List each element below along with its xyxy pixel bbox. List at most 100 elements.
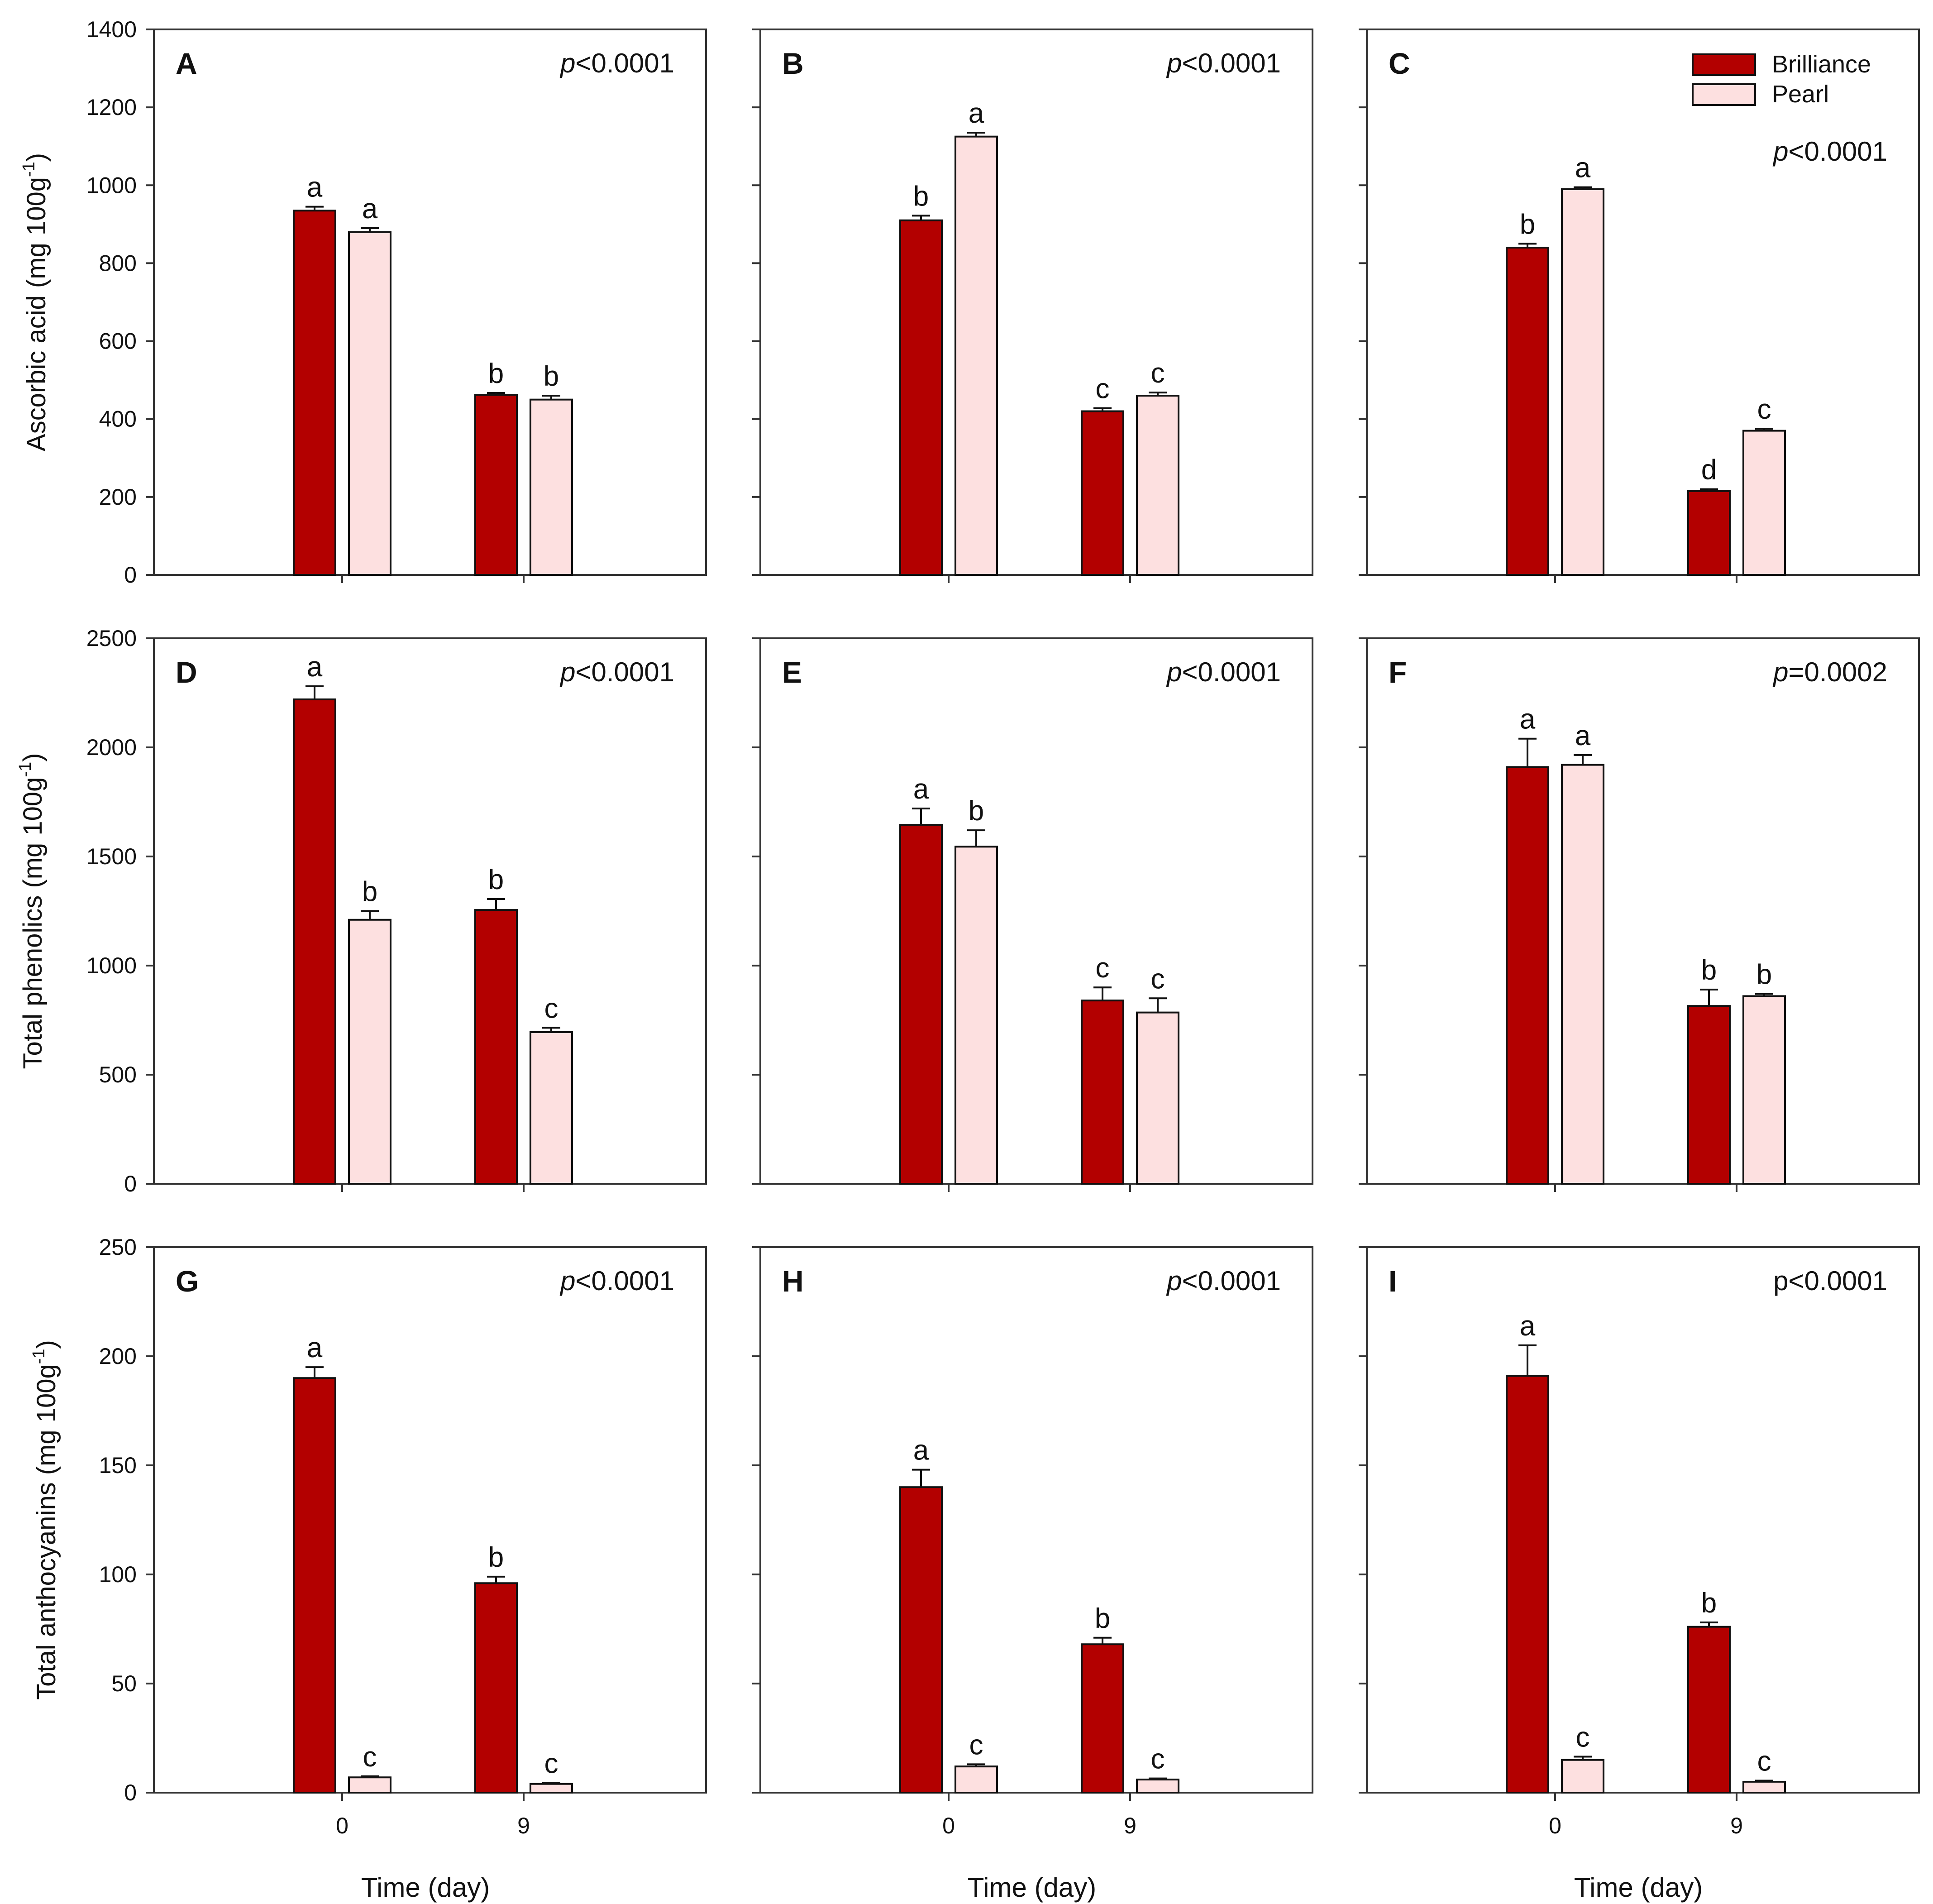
- bar-pearl-day-0: [955, 846, 998, 1185]
- panel-letter: A: [176, 47, 197, 80]
- p-value-text: <0.0001: [1182, 657, 1281, 687]
- bar-brilliance-day-0: [1506, 247, 1549, 576]
- p-value: p<0.0001: [1772, 136, 1887, 167]
- bar-brilliance-day-0: [899, 1486, 943, 1794]
- significance-letter: c: [1576, 1722, 1590, 1753]
- legend-label-brilliance: Brilliance: [1772, 51, 1871, 78]
- panel-letter: I: [1389, 1264, 1397, 1298]
- plot-frame: [153, 1246, 707, 1794]
- p-value-text: p<0.0001: [1773, 1266, 1887, 1296]
- panel-e: a c b c E p<0.0001: [752, 637, 1313, 1192]
- y-tick-label: 0: [124, 1780, 137, 1805]
- y-axis-labels: Ascorbic acid (mg 100g-1) Total phenolics…: [16, 153, 61, 1700]
- bar-pearl-day-9: [530, 1031, 573, 1185]
- significance-letter: c: [1151, 1744, 1165, 1775]
- y-tick-label: 0: [124, 1171, 137, 1196]
- significance-letter: a: [913, 774, 929, 805]
- significance-letter: c: [544, 1748, 558, 1779]
- y-tick-label: 2500: [86, 626, 137, 651]
- bar-brilliance-day-0: [293, 698, 336, 1185]
- significance-letter: c: [1096, 373, 1110, 405]
- bar-brilliance-day-0: [293, 1377, 336, 1794]
- p-value: p<0.0001: [1166, 1266, 1281, 1296]
- bar-pearl-day-0: [348, 919, 391, 1185]
- bar-brilliance-day-9: [1687, 1626, 1731, 1794]
- panel-g: 0 50 100 150 200 250 0 9 a b c c G p<0.0001: [99, 1234, 707, 1838]
- p-value: p<0.0001: [559, 48, 674, 78]
- significance-letter: a: [1575, 720, 1591, 751]
- legend-swatch-pearl: [1692, 83, 1756, 106]
- x-tick-label: 9: [517, 1813, 530, 1838]
- significance-letter: b: [544, 361, 559, 392]
- y-tick-label: 2000: [86, 735, 137, 760]
- p-value-symbol: p: [1166, 1266, 1182, 1296]
- y-tick-label: 100: [99, 1562, 137, 1587]
- bar-brilliance-day-9: [1687, 490, 1731, 576]
- y-tick-label: 400: [99, 407, 137, 432]
- panel-i: 0 9 a b c c I p<0.0001: [1359, 1246, 1920, 1838]
- y-axis-title-main: Total phenolics (mg 100g: [18, 777, 48, 1069]
- bar-brilliance-day-0: [293, 210, 336, 576]
- panel-letter: F: [1389, 655, 1407, 689]
- significance-letter: a: [307, 172, 323, 203]
- bar-brilliance-day-9: [474, 909, 518, 1185]
- significance-letter: c: [969, 1729, 983, 1760]
- x-axis-title: Time (day): [361, 1872, 490, 1903]
- plot-frame: [1366, 637, 1920, 1185]
- significance-letter: b: [1701, 955, 1717, 986]
- y-axis-title-main: Total anthocyanins (mg 100g: [32, 1364, 61, 1700]
- bar-pearl-day-0: [1561, 764, 1604, 1185]
- significance-letter: b: [488, 1542, 504, 1573]
- panel-letter: G: [176, 1264, 199, 1298]
- bar-brilliance-day-0: [1506, 766, 1549, 1185]
- plot-frame: [759, 1246, 1313, 1794]
- bar-brilliance-day-9: [1081, 1000, 1124, 1185]
- significance-letter: a: [307, 1332, 323, 1363]
- y-tick-label: 200: [99, 1344, 137, 1369]
- y-tick-label: 50: [111, 1671, 137, 1696]
- x-tick-label: 0: [1549, 1813, 1561, 1838]
- y-tick-label: 1000: [86, 953, 137, 978]
- x-tick-label: 9: [1124, 1813, 1136, 1838]
- bar-pearl-day-9: [1136, 395, 1179, 576]
- significance-letter: a: [1575, 153, 1591, 184]
- bar-pearl-day-9: [1742, 1780, 1786, 1794]
- panel-d: 0 500 1000 1500 2000 2500 a b b c D p<0.0001: [86, 626, 707, 1196]
- p-value-symbol: p: [1166, 48, 1182, 78]
- significance-letter: c: [544, 993, 558, 1024]
- plot-frame: [1366, 29, 1920, 576]
- significance-letter: c: [1757, 1746, 1771, 1777]
- legend-swatch-brilliance: [1692, 53, 1756, 76]
- bar-pearl-day-0: [1561, 1759, 1604, 1794]
- y-tick-label: 1400: [86, 17, 137, 42]
- p-value: p<0.0001: [559, 1266, 674, 1296]
- panel-letter: C: [1389, 47, 1410, 80]
- y-tick-label: 1000: [86, 172, 137, 198]
- panel-h: 0 9 a b c c H p<0.0001: [752, 1246, 1313, 1838]
- bar-brilliance-day-0: [899, 824, 943, 1185]
- significance-letter: a: [362, 193, 378, 225]
- x-axis-titles: Time (day) Time (day) Time (day): [361, 1872, 1703, 1903]
- y-axis-title-ascorbic: Ascorbic acid (mg 100g-1): [19, 153, 51, 451]
- bar-pearl-day-9: [1136, 1011, 1179, 1185]
- x-tick-label: 0: [336, 1813, 348, 1838]
- y-tick-label: 250: [99, 1234, 137, 1260]
- bar-pearl-day-0: [348, 231, 391, 576]
- bar-brilliance-day-9: [1081, 410, 1124, 576]
- x-tick-label: 0: [942, 1813, 955, 1838]
- bar-pearl-day-0: [955, 135, 998, 576]
- y-axis-title-end: ): [22, 153, 51, 162]
- p-value-text: <0.0001: [575, 657, 674, 687]
- bar-pearl-day-0: [348, 1776, 391, 1794]
- legend: Brilliance Pearl: [1692, 51, 1871, 108]
- y-tick-label: 600: [99, 329, 137, 354]
- panel-b: b c a c B p<0.0001: [752, 29, 1313, 583]
- bar-brilliance-day-9: [1081, 1643, 1124, 1794]
- significance-letter: b: [1756, 959, 1772, 990]
- p-value-symbol: p: [559, 48, 575, 78]
- significance-letter: b: [1095, 1603, 1110, 1634]
- significance-letter: b: [1520, 209, 1535, 240]
- y-tick-label: 0: [124, 562, 137, 588]
- significance-letter: c: [1757, 394, 1771, 425]
